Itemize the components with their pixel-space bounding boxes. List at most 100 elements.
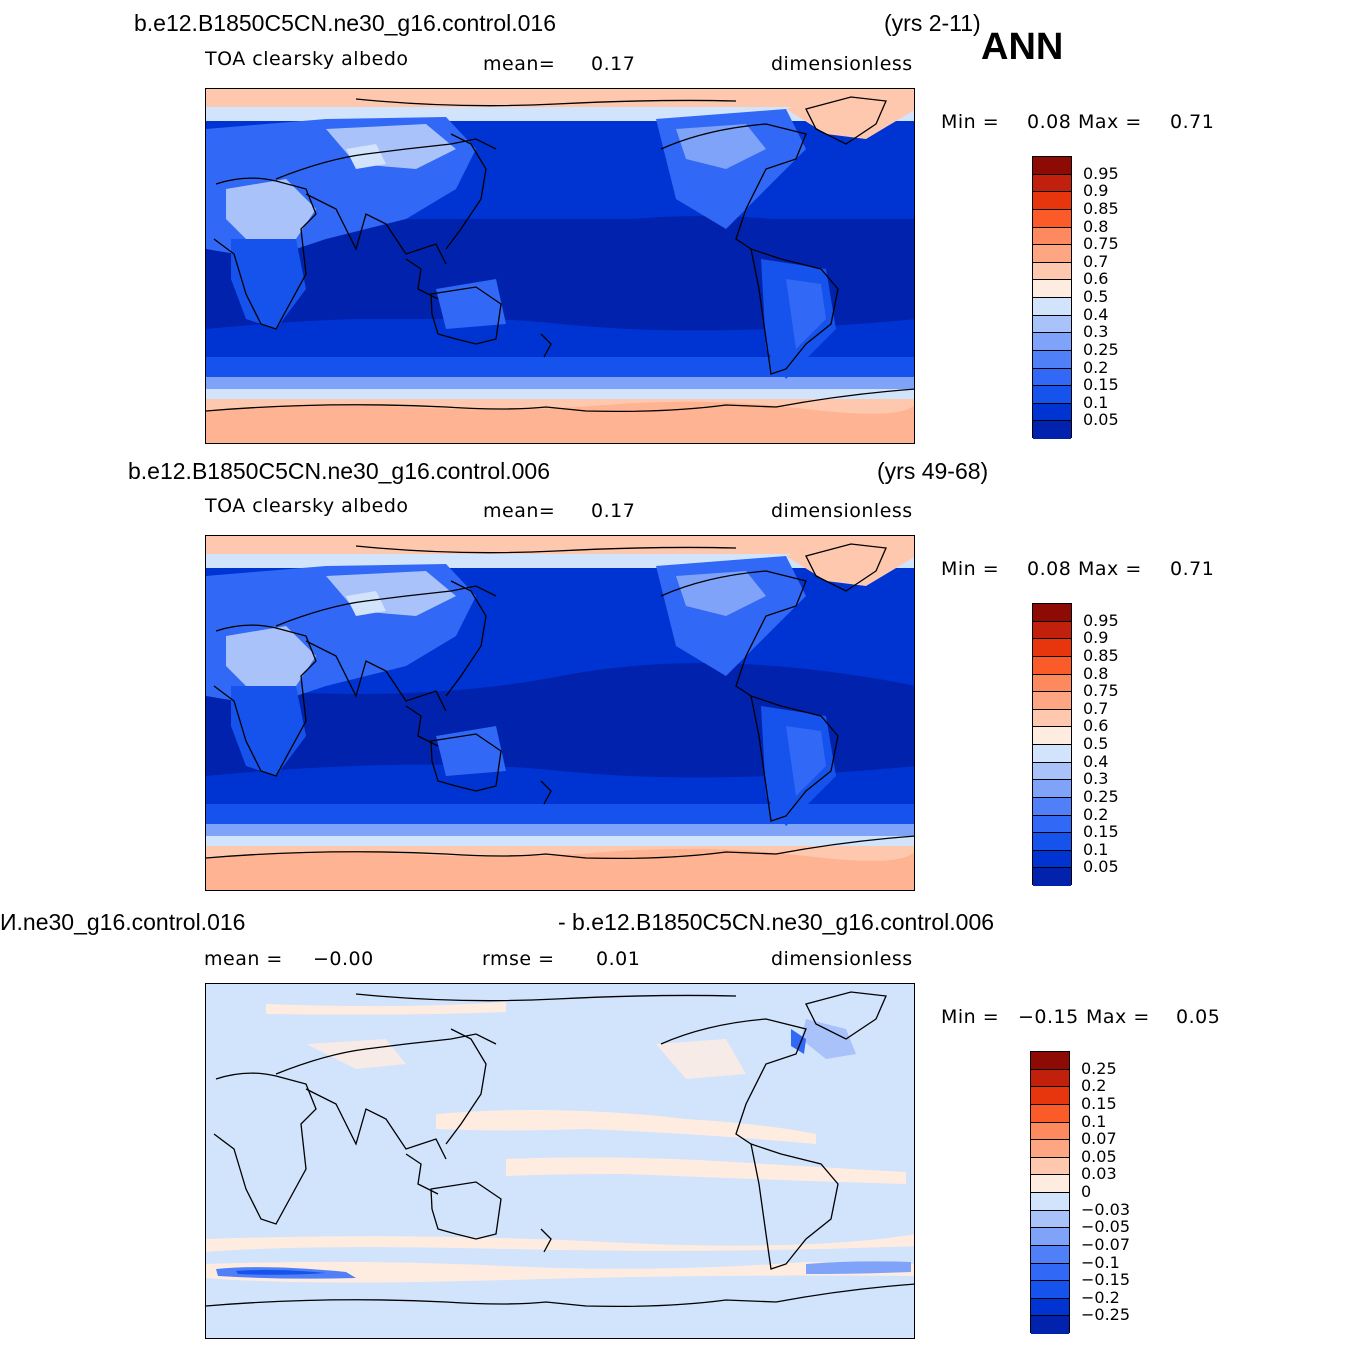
panel3-colorbar-level-label: 0.07: [1081, 1129, 1117, 1149]
panel1-colorbar-level-label: 0.9: [1083, 181, 1109, 201]
panel3-min-label: Min =: [941, 1006, 1000, 1028]
panel2-colorbar-swatch: [1033, 780, 1071, 798]
panel1-colorbar-swatch: [1033, 192, 1071, 210]
panel2-colorbar-swatch: [1033, 797, 1071, 816]
panel2-colorbar-level-label: 0.95: [1083, 610, 1119, 630]
panel2-colorbar-swatch: [1033, 868, 1071, 886]
panel1-colorbar-swatch: [1033, 421, 1071, 439]
panel3-case-title: И.ne30_g16.control.016: [0, 909, 246, 935]
panel2-map: [205, 535, 915, 891]
panel1-colorbar-level-label: 0.85: [1083, 198, 1119, 218]
panel3-colorbar-level-label: 0.15: [1081, 1093, 1117, 1113]
panel3-max-value: 0.05: [1176, 1006, 1221, 1028]
panel2-mean-value: 0.17: [591, 500, 636, 522]
panel3-colorbar-swatch: [1031, 1052, 1069, 1070]
panel1-mean-value: 0.17: [591, 53, 636, 75]
panel1-units: dimensionless: [771, 53, 913, 75]
panel2-colorbar-swatch: [1033, 656, 1071, 675]
panel3-rmse-label: rmse =: [482, 948, 555, 970]
panel2-colorbar-level-label: 0.7: [1083, 698, 1109, 718]
panel3-colorbar-level-label: −0.03: [1081, 1199, 1131, 1219]
panel2-colorbar-level-label: 0.4: [1083, 751, 1109, 771]
panel1-colorbar: [1032, 156, 1072, 439]
panel1-min-label: Min =: [941, 111, 1000, 133]
panel3-colorbar-level-label: −0.1: [1081, 1252, 1120, 1272]
panel3-colorbar-level-label: 0.05: [1081, 1146, 1117, 1166]
panel1-variable: TOA clearsky albedo: [205, 48, 409, 70]
panel1-colorbar-level-label: 0.25: [1083, 339, 1119, 359]
panel3-colorbar-level-label: 0.1: [1081, 1111, 1107, 1131]
panel1-mean-label: mean=: [483, 53, 556, 75]
panel1-colorbar-level-label: 0.95: [1083, 163, 1119, 183]
panel3-colorbar-swatch: [1031, 1281, 1069, 1299]
panel2-colorbar-swatch: [1033, 692, 1071, 710]
panel3-units: dimensionless: [771, 948, 913, 970]
panel3-colorbar-level-label: 0.03: [1081, 1164, 1117, 1184]
panel2-units: dimensionless: [771, 500, 913, 522]
panel2-colorbar-level-label: 0.25: [1083, 786, 1119, 806]
panel1-max-label: Max =: [1078, 111, 1142, 133]
panel3-rmse-value: 0.01: [596, 948, 641, 970]
panel2-colorbar-swatch: [1033, 709, 1071, 728]
panel2-colorbar-swatch: [1033, 815, 1071, 834]
panel2-map-svg: [206, 536, 914, 890]
panel3-colorbar-level-label: −0.2: [1081, 1287, 1120, 1307]
panel2-variable: TOA clearsky albedo: [205, 495, 409, 517]
panel1-map-svg: [206, 89, 914, 443]
panel1-years: (yrs 2-11): [884, 10, 981, 36]
panel2-colorbar-swatch: [1033, 621, 1071, 640]
panel3-map-svg: [206, 984, 914, 1338]
panel1-colorbar-swatch: [1033, 280, 1071, 298]
panel3-colorbar: [1030, 1051, 1070, 1334]
panel2-max-value: 0.71: [1170, 558, 1215, 580]
panel3-map: [205, 983, 915, 1339]
panel2-colorbar-level-label: 0.8: [1083, 663, 1109, 683]
panel2-colorbar-level-label: 0.6: [1083, 716, 1109, 736]
panel1-map: [205, 88, 915, 444]
panel1-case-title: b.e12.B1850C5CN.ne30_g16.control.016: [134, 10, 556, 36]
panel2-colorbar-level-label: 0.05: [1083, 857, 1119, 877]
panel1-colorbar-swatch: [1033, 298, 1071, 316]
panel1-max-value: 0.71: [1170, 111, 1215, 133]
season-label: ANN: [981, 26, 1064, 68]
panel1-colorbar-level-label: 0.8: [1083, 216, 1109, 236]
panel3-mean-label: mean =: [204, 948, 283, 970]
panel1-colorbar-swatch: [1033, 403, 1071, 422]
panel2-colorbar-level-label: 0.15: [1083, 822, 1119, 842]
panel2-colorbar-level-label: 0.85: [1083, 645, 1119, 665]
panel2-case-title: b.e12.B1850C5CN.ne30_g16.control.006: [128, 458, 550, 484]
panel2-colorbar-level-label: 0.2: [1083, 804, 1109, 824]
panel1-colorbar-swatch: [1033, 245, 1071, 263]
panel3-colorbar-swatch: [1031, 1228, 1069, 1246]
panel1-colorbar-level-label: 0.3: [1083, 322, 1109, 342]
panel3-colorbar-level-label: 0.25: [1081, 1058, 1117, 1078]
panel2-colorbar-swatch: [1033, 745, 1071, 763]
panel1-colorbar-level-label: 0.6: [1083, 269, 1109, 289]
panel3-colorbar-swatch: [1031, 1104, 1069, 1123]
panel3-colorbar-level-label: −0.15: [1081, 1270, 1131, 1290]
panel3-colorbar-swatch: [1031, 1087, 1069, 1105]
panel2-colorbar-swatch: [1033, 762, 1071, 781]
panel2-max-label: Max =: [1078, 558, 1142, 580]
panel3-colorbar-swatch: [1031, 1210, 1069, 1229]
panel1-colorbar-level-label: 0.5: [1083, 287, 1109, 306]
panel2-colorbar-swatch: [1033, 674, 1071, 693]
panel1-colorbar-level-label: 0.15: [1083, 375, 1119, 395]
panel1-colorbar-swatch: [1033, 386, 1071, 404]
panel1-colorbar-swatch: [1033, 350, 1071, 369]
panel1-colorbar-level-label: 0.05: [1083, 410, 1119, 430]
panel2-min-label: Min =: [941, 558, 1000, 580]
panel1-colorbar-level-label: 0.7: [1083, 251, 1109, 271]
panel3-colorbar-swatch: [1031, 1175, 1069, 1193]
panel3-colorbar-swatch: [1031, 1069, 1069, 1088]
panel3-colorbar-level-label: 0: [1081, 1182, 1092, 1201]
panel3-colorbar-swatch: [1031, 1157, 1069, 1176]
panel3-min-value: −0.15: [1018, 1006, 1079, 1028]
panel3-mean-value: −0.00: [313, 948, 374, 970]
panel1-colorbar-swatch: [1033, 209, 1071, 228]
panel1-colorbar-swatch: [1033, 368, 1071, 387]
panel1-colorbar-swatch: [1033, 227, 1071, 246]
panel1-colorbar-swatch: [1033, 262, 1071, 281]
panel1-colorbar-swatch: [1033, 157, 1071, 175]
panel1-colorbar-level-label: 0.1: [1083, 392, 1109, 412]
